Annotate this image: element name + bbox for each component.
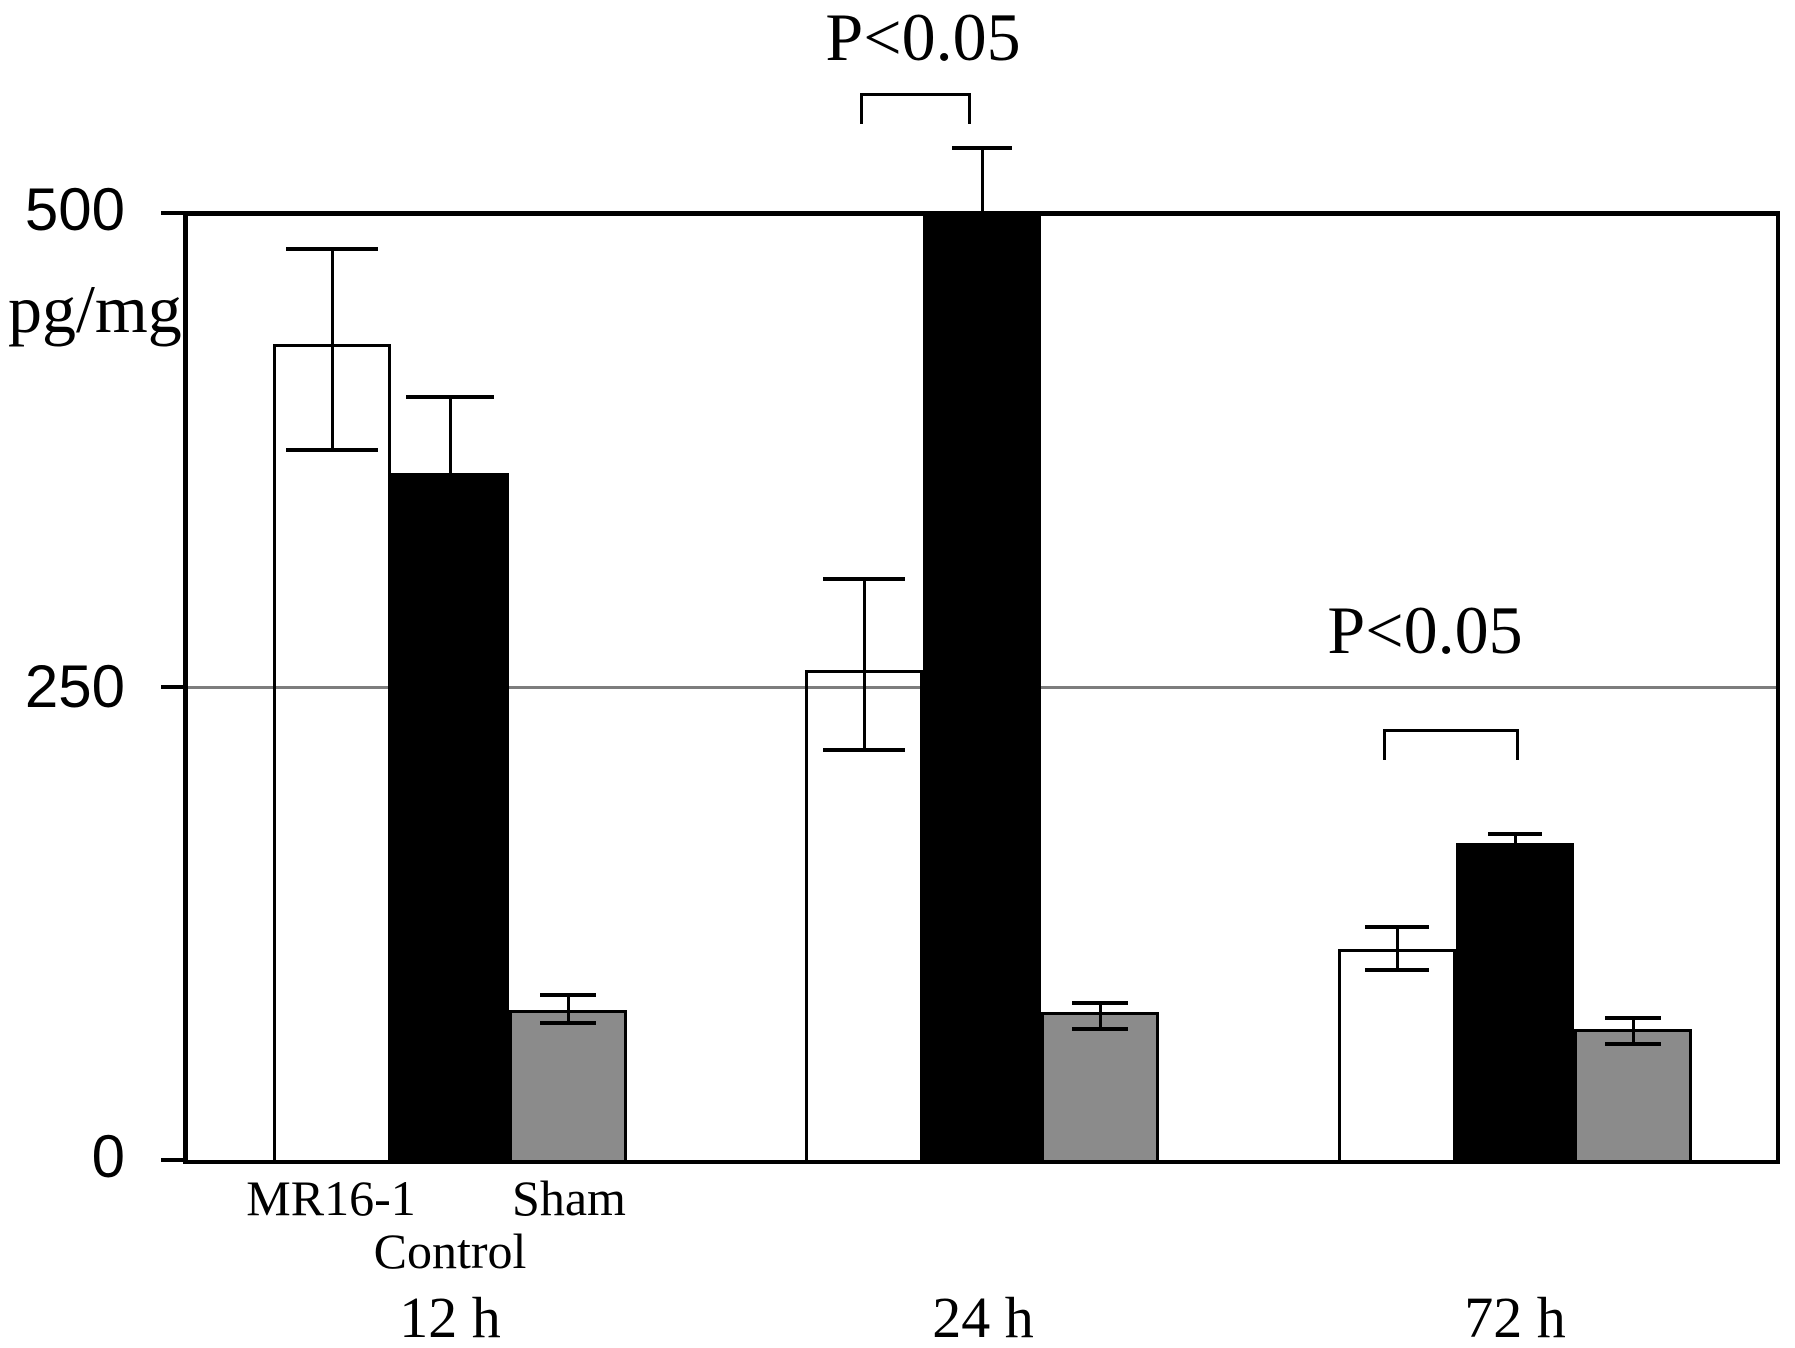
bar-mr16-1-72-h-error-bar — [1395, 924, 1399, 973]
bar-sham-24-h-error-cap-top — [1072, 1000, 1128, 1005]
y-tick-500 — [161, 211, 183, 215]
bar-sham-12-h-error-cap-bottom — [540, 1021, 596, 1026]
plot-frame-right — [1776, 211, 1780, 1164]
bar-control-72-h-error-cap-top — [1488, 831, 1542, 836]
x-axis-baseline — [183, 1160, 1780, 1164]
condition-label-mr16-1: MR16-1 — [246, 1170, 416, 1226]
bar-sham-72-h — [1574, 1029, 1692, 1164]
bar-sham-72-h-error-cap-top — [1605, 1015, 1661, 1020]
bar-sham-24-h-error-bar — [1098, 1000, 1102, 1031]
bar-mr16-1-12-h — [273, 343, 391, 1164]
bar-sham-72-h-error-cap-bottom — [1605, 1042, 1661, 1047]
y-axis-line — [183, 211, 188, 1164]
bar-control-12-h-error-cap-top — [406, 395, 494, 400]
significance-bracket-24h — [860, 93, 971, 124]
bar-control-72-h-error-cap-bottom — [1488, 850, 1542, 855]
bar-mr16-1-12-h-error-bar — [330, 247, 334, 453]
bar-mr16-1-12-h-error-cap-top — [286, 247, 378, 252]
bar-sham-72-h-error-bar — [1631, 1015, 1635, 1047]
condition-label-sham: Sham — [512, 1170, 626, 1226]
bar-control-24-h-error-bar — [980, 146, 984, 276]
bar-control-24-h-error-cap-bottom — [952, 271, 1012, 276]
group-label-72h: 72 h — [1464, 1285, 1566, 1348]
group-label-24h: 24 h — [932, 1285, 1034, 1348]
bar-control-12-h-error-cap-bottom — [406, 546, 494, 551]
bar-mr16-1-24-h-error-bar — [862, 577, 866, 752]
significance-bracket-72h — [1383, 729, 1519, 760]
bar-control-12-h-error-bar — [448, 395, 452, 551]
bar-sham-12-h — [509, 1010, 627, 1164]
bar-mr16-1-72-h-error-cap-top — [1365, 924, 1429, 929]
y-tick-0 — [161, 1158, 183, 1162]
y-tick-label-0: 0 — [91, 1123, 125, 1190]
bar-sham-12-h-error-bar — [566, 992, 570, 1026]
bar-sham-24-h-error-cap-bottom — [1072, 1026, 1128, 1031]
bar-sham-12-h-error-cap-top — [540, 992, 596, 997]
bar-control-12-h — [391, 472, 509, 1164]
bar-sham-24-h — [1041, 1011, 1159, 1164]
bar-mr16-1-24-h-error-cap-bottom — [823, 747, 905, 752]
bar-mr16-1-72-h — [1338, 949, 1456, 1164]
significance-label-72h: P<0.05 — [1327, 592, 1523, 668]
significance-label-24h: P<0.05 — [825, 0, 1021, 75]
bar-mr16-1-12-h-error-cap-bottom — [286, 448, 378, 453]
bar-control-72-h — [1456, 843, 1574, 1164]
y-tick-250 — [161, 685, 183, 689]
y-tick-label-500: 500 — [24, 176, 125, 243]
bar-mr16-1-24-h-error-cap-top — [823, 577, 905, 582]
condition-label-control: Control — [373, 1223, 527, 1279]
group-label-12h: 12 h — [399, 1285, 501, 1348]
y-tick-label-250: 250 — [24, 653, 125, 720]
bar-control-24-h-error-cap-top — [952, 146, 1012, 151]
y-axis-unit-label: pg/mg — [8, 271, 182, 347]
bar-mr16-1-72-h-error-cap-bottom — [1365, 968, 1429, 973]
bar-control-72-h-error-bar — [1513, 831, 1517, 855]
bar-control-24-h — [923, 211, 1041, 1164]
